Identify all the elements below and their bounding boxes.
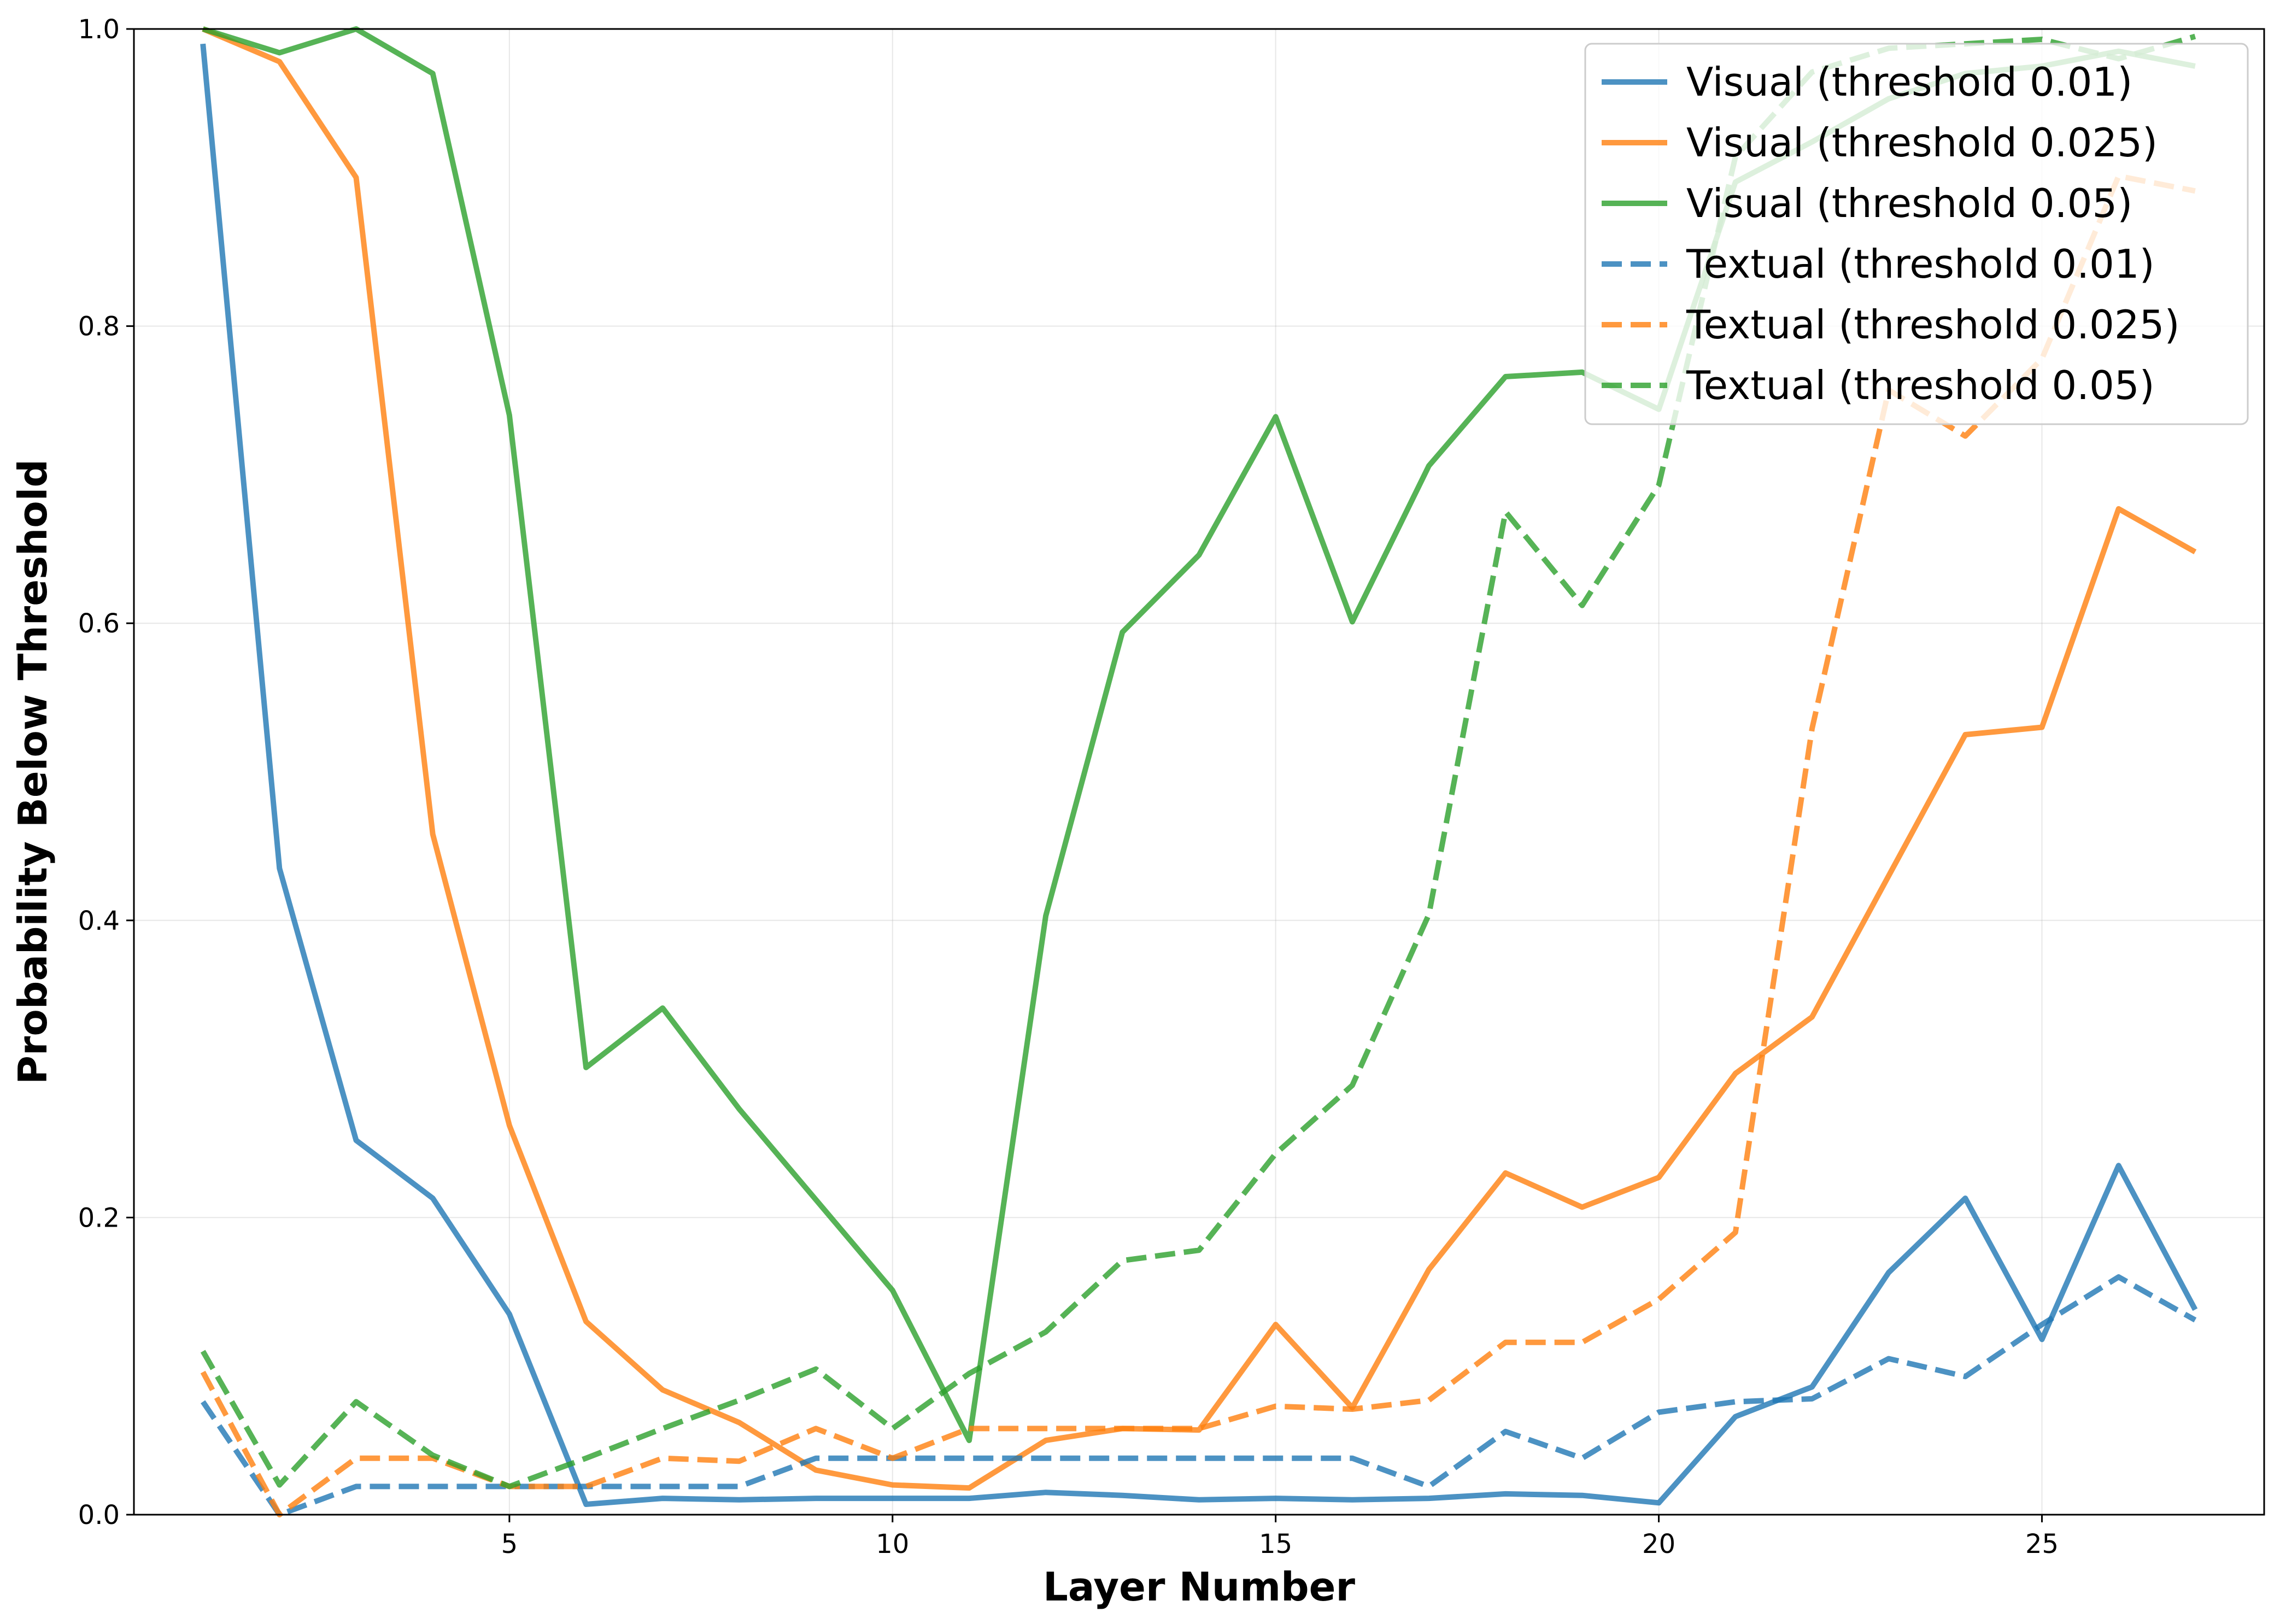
x-axis-title: Layer Number <box>1043 1564 1356 1610</box>
y-tick-label: 0.2 <box>78 1203 120 1233</box>
y-tick-label: 0.6 <box>78 608 120 639</box>
axis-ticks: 5 10 15 20 25 0.0 0.2 0.4 0.6 0.8 1.0 <box>78 14 2059 1559</box>
x-tick-label: 20 <box>1642 1529 1675 1559</box>
legend-box <box>1584 43 2249 425</box>
x-tick-label: 25 <box>2025 1529 2059 1559</box>
series-line-1 <box>200 43 2198 1507</box>
legend-label: Textual (threshold 0.05) <box>1686 362 2155 408</box>
y-tick-label: 0.4 <box>78 906 120 936</box>
x-tick-label: 15 <box>1259 1529 1292 1559</box>
y-tick-label: 1.0 <box>78 14 120 45</box>
legend-label: Visual (threshold 0.01) <box>1686 59 2132 105</box>
legend-label: Textual (threshold 0.01) <box>1686 241 2155 287</box>
plot-area-border <box>133 28 2265 1516</box>
legend-label: Visual (threshold 0.05) <box>1686 180 2132 226</box>
y-axis-title: Probability Below Threshold <box>10 459 56 1084</box>
series-line-4 <box>201 1274 2197 1517</box>
legend: Visual (threshold 0.01) Visual (threshold… <box>1584 43 2249 425</box>
y-tick-label: 0.8 <box>78 312 120 342</box>
x-tick-label: 10 <box>876 1529 909 1559</box>
x-tick-label: 5 <box>501 1529 518 1559</box>
series-line-2 <box>202 26 2197 1491</box>
legend-label: Textual (threshold 0.025) <box>1686 302 2180 348</box>
y-tick-label: 0.0 <box>78 1500 120 1531</box>
legend-label: Visual (threshold 0.025) <box>1686 120 2158 166</box>
series-line-5 <box>200 173 2196 1517</box>
